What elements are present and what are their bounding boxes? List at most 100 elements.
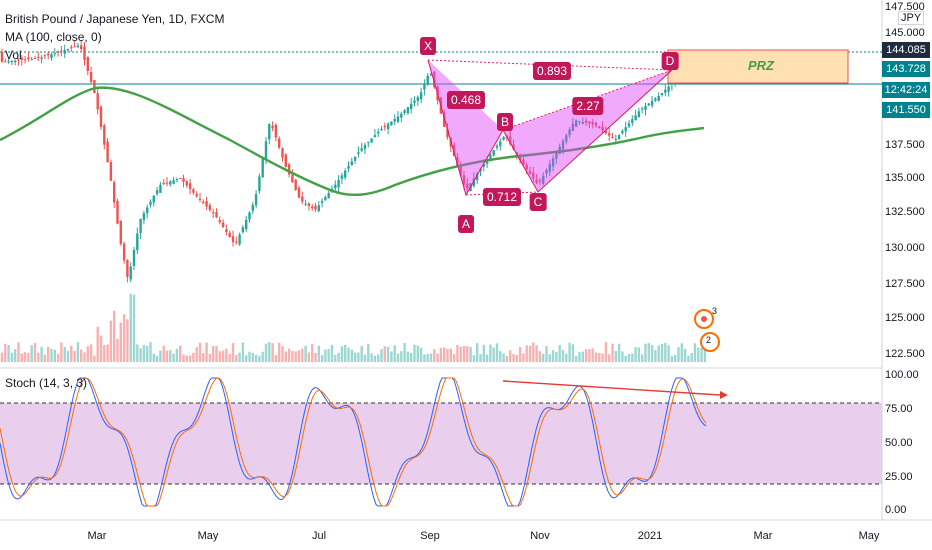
volume-bar [472,355,476,362]
volume-bar [538,351,542,362]
candle-body [383,126,386,128]
volume-bar [235,354,238,362]
candle-body [611,136,614,139]
volume-bar [37,352,40,362]
candle-body [307,203,311,206]
stoch-legend[interactable]: Stoch (14, 3, 3) [5,376,88,390]
volume-bar [76,342,80,362]
volume-bar [284,351,287,362]
volume-bar [680,343,683,362]
candle-body [152,195,155,203]
pattern-point-x[interactable]: X [419,37,437,55]
volume-bar [380,349,383,362]
candle-body [274,124,278,138]
volume-bar [647,343,650,362]
candle-body [591,122,594,125]
stochastic-oscillator [0,377,707,507]
volume-bar [525,345,528,362]
volume-bar [601,353,604,362]
candle-body [205,201,208,207]
candle-body [281,148,284,158]
badge-count-2[interactable]: 2 [706,335,712,345]
candle-body [225,229,228,233]
volume-bar [353,352,357,362]
candle-body [581,121,584,124]
candle-body [231,236,235,242]
volume-bar [66,350,70,362]
volume-bar [245,355,248,362]
candle-body [0,51,4,62]
candle-body [86,57,89,71]
volume-bar [297,350,301,362]
time-tick: Mar [753,530,773,542]
volume-bar [505,355,509,362]
pattern-point-b[interactable]: B [496,113,514,131]
candle-body [14,60,17,62]
candle-body [66,48,70,51]
volume-bar [367,343,370,362]
candle-body [30,58,33,60]
volume-bar [33,343,37,362]
volume-bar [149,342,152,362]
pattern-point-d[interactable]: D [661,52,679,70]
volume-bar [693,343,697,362]
candle-body [113,182,116,203]
ratio-bd[interactable]: 2.27 [572,97,604,115]
volume-bar [271,343,274,362]
volume-bar [459,346,462,362]
candle-body [139,218,142,234]
volume-bar [162,345,165,362]
volume-bar [631,353,634,362]
candle-body [495,145,499,148]
candle-body [601,126,604,131]
candle-body [179,178,182,180]
volume-bar [700,347,703,362]
candle-body [195,194,198,197]
volume-bar [155,355,159,362]
volume-bar [469,347,472,362]
volume-bar [608,354,611,362]
volume-bar [86,346,89,362]
candle-body [264,141,268,159]
candle-body [426,75,429,84]
currency-label[interactable]: JPY [898,11,925,25]
symbol-title[interactable]: British Pound / Japanese Yen, 1D, FXCM [5,12,225,26]
candle-body [551,158,555,167]
price-tick: 135.000 [885,172,925,184]
volume-bar [571,344,575,362]
volume-bar [548,354,551,362]
candle-body [208,205,212,210]
candle-body [347,166,350,169]
volume-bar [195,347,198,362]
volume-bars [0,293,707,362]
pattern-point-a[interactable]: A [457,215,475,233]
candle-body [327,192,330,199]
prz-label[interactable]: PRZ [748,58,774,73]
candle-body [268,123,271,140]
ratio-xd[interactable]: 0.893 [532,62,572,80]
volume-bar [7,345,10,362]
candle-body [647,103,650,106]
badge-count-3[interactable]: 3 [712,306,718,316]
ratio-ab[interactable]: 0.468 [446,91,486,109]
volume-legend[interactable]: Vol [5,48,22,62]
volume-bar [93,355,96,362]
volume-bar [73,350,76,362]
volume-bar [370,353,373,362]
volume-bar [443,347,446,362]
ratio-ac[interactable]: 0.712 [482,188,522,206]
volume-bar [555,351,558,362]
pattern-point-c[interactable]: C [529,193,547,211]
candle-body [304,203,307,205]
candle-body [33,57,37,59]
volume-bar [215,346,218,362]
ma-legend[interactable]: MA (100, close, 0) [5,30,102,44]
volume-bar [218,351,221,362]
volume-bar [627,353,631,362]
volume-bar [185,355,188,362]
volume-bar [426,353,429,362]
volume-bar [502,353,505,362]
volume-bar [80,349,83,362]
volume-bar [419,347,423,362]
